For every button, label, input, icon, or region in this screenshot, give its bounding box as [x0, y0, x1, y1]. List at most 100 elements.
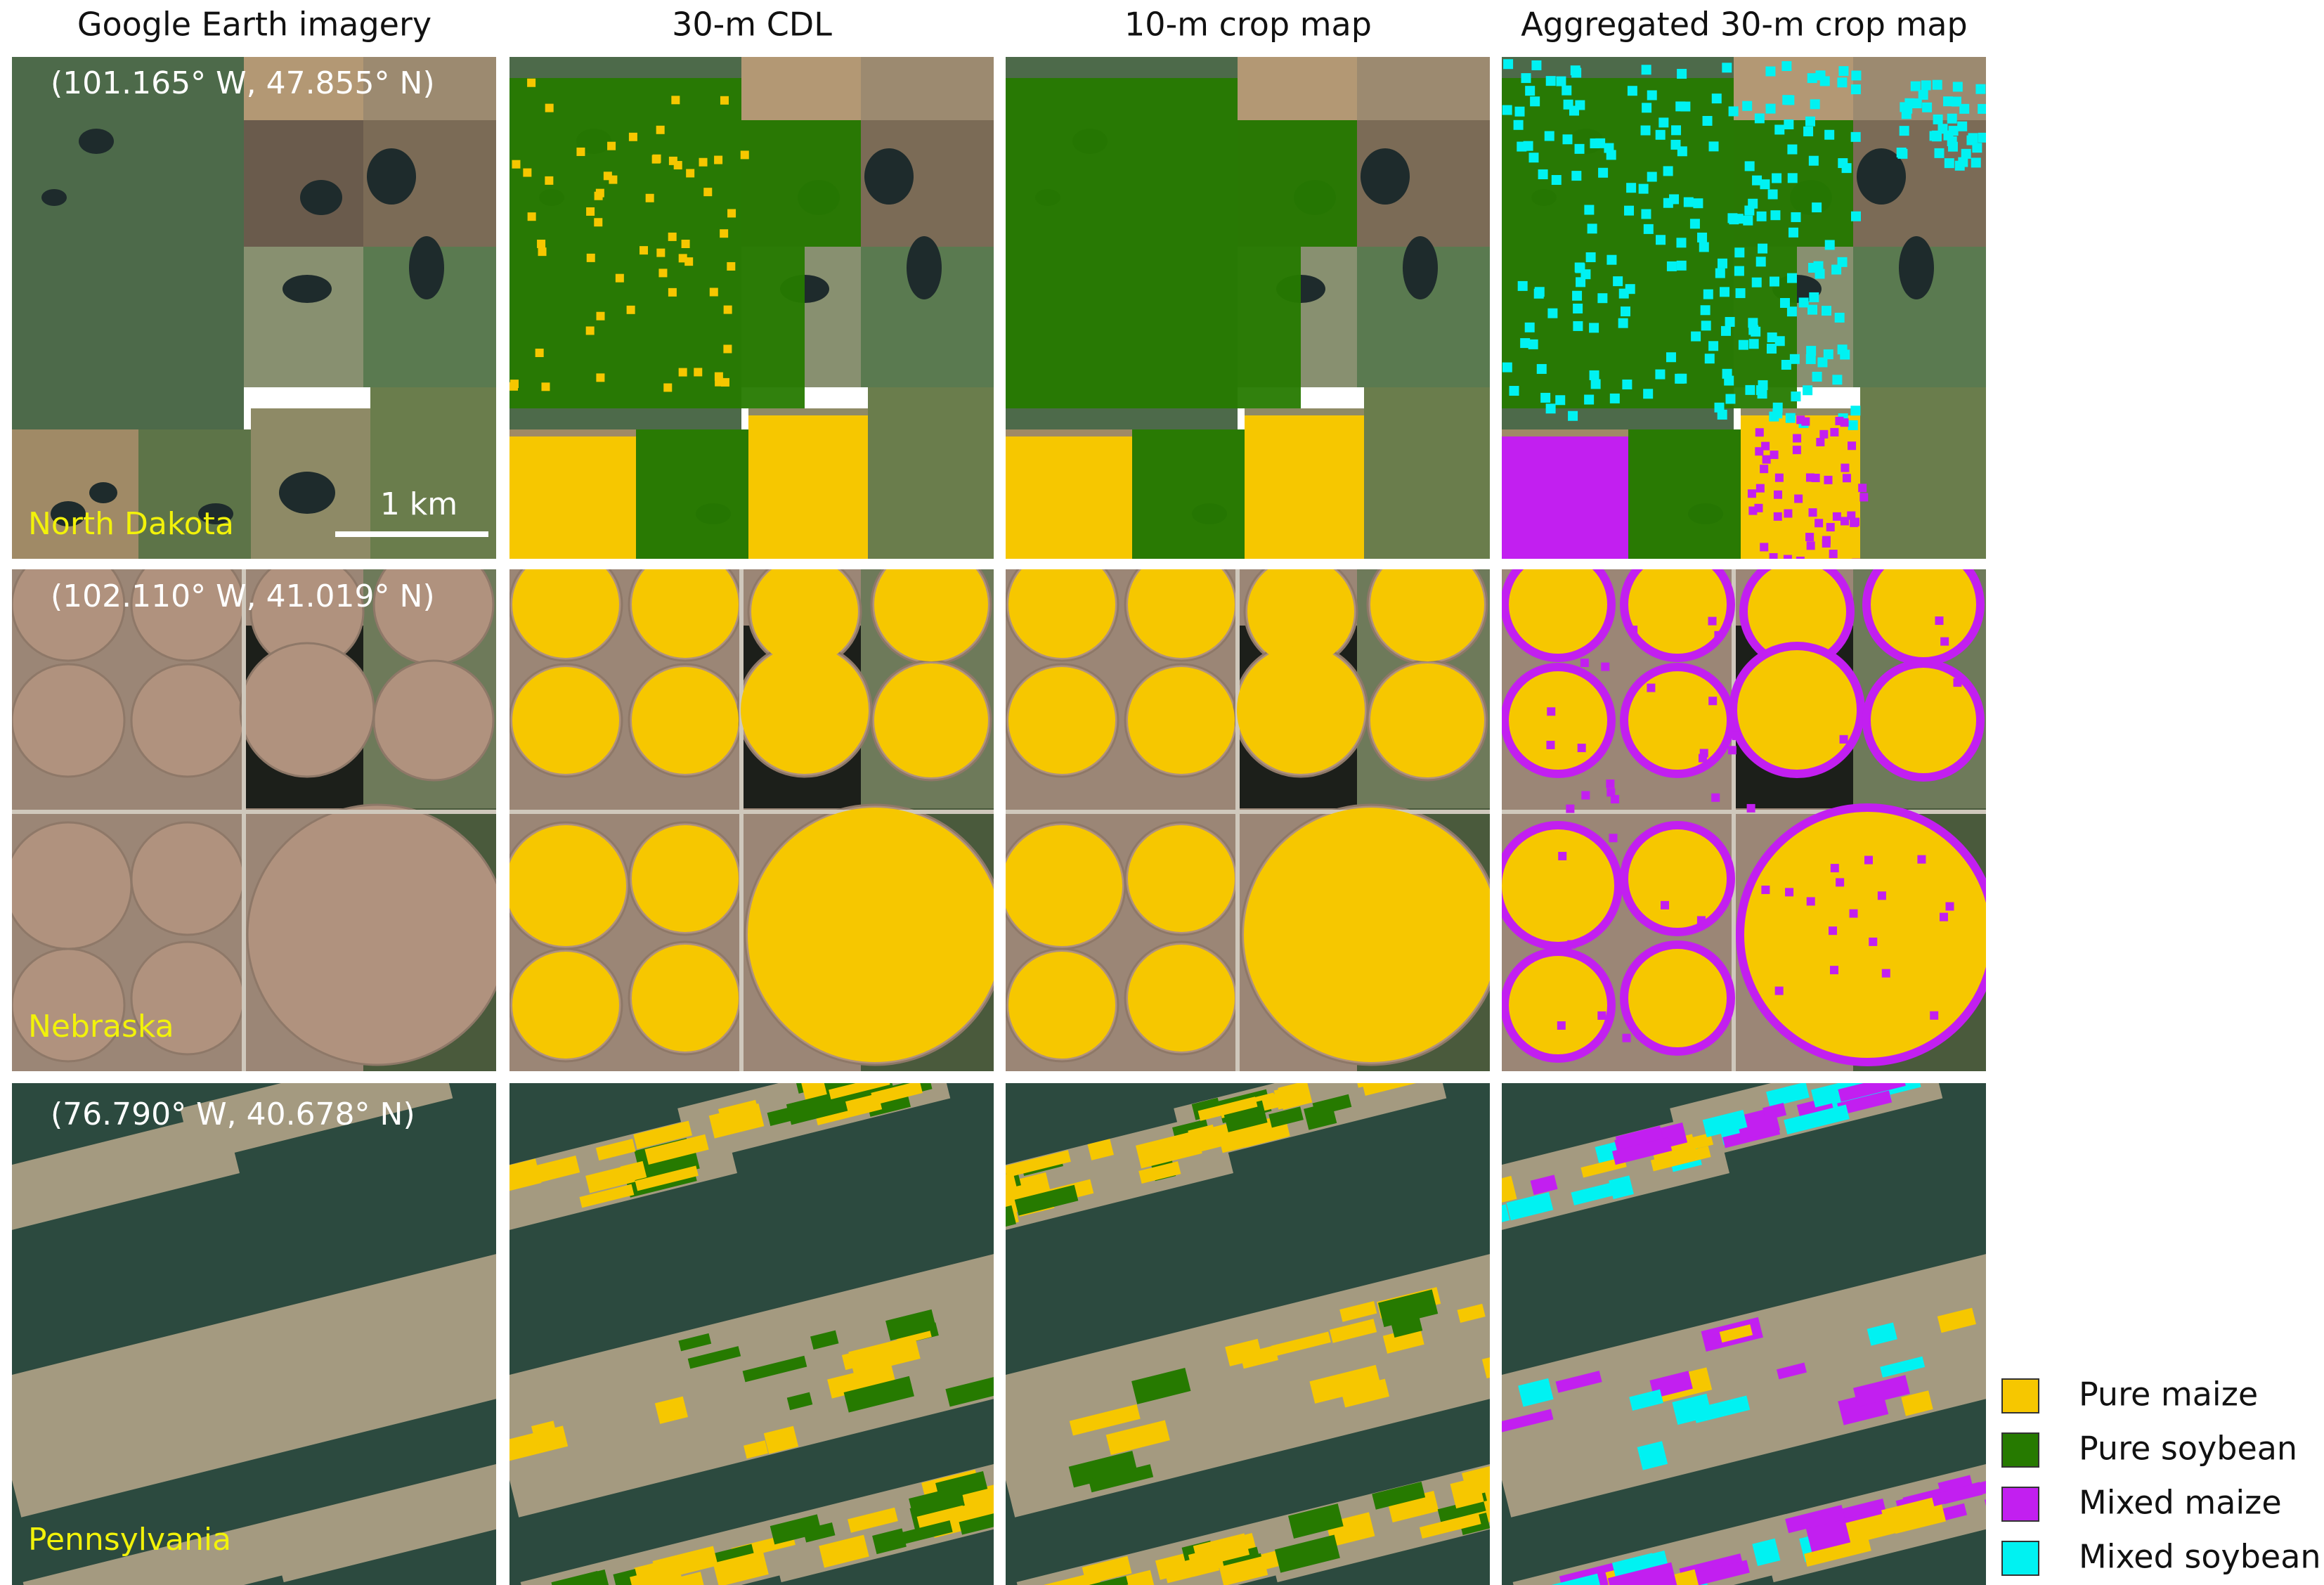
crop-patch: [1437, 1498, 1486, 1522]
pixel: [1823, 349, 1833, 360]
pixel: [1746, 803, 1755, 813]
pixel: [1627, 86, 1637, 96]
pixel: [1947, 141, 1958, 152]
pixel: [1547, 308, 1558, 318]
pixel: [652, 154, 661, 163]
pixel: [1848, 420, 1858, 430]
legend-label: Mixed soybean: [2079, 1538, 2321, 1576]
crop-area: [1502, 821, 1623, 950]
map-panel: [1006, 1083, 1490, 1585]
pixel: [1530, 96, 1540, 107]
field: [244, 57, 363, 120]
crop-patch: [1461, 1462, 1490, 1497]
pixel: [1848, 441, 1857, 451]
pixel: [1748, 325, 1759, 335]
pixel: [1521, 73, 1531, 84]
pixel: [1606, 254, 1617, 265]
pixel: [1781, 359, 1791, 370]
crop-patch: [871, 1083, 923, 1106]
pixel: [1774, 473, 1784, 482]
crop-patch: [1138, 1161, 1181, 1184]
pixel: [727, 261, 736, 271]
crop-patch: [1607, 1562, 1677, 1585]
crop-area: [632, 945, 739, 1052]
crop-area: [632, 825, 739, 932]
crop-area: [1620, 821, 1735, 936]
crop-patch: [1006, 1150, 1071, 1178]
pixel: [1727, 746, 1736, 755]
pond: [279, 472, 335, 514]
pixel: [1704, 354, 1715, 364]
pixel: [1677, 146, 1687, 157]
legend-label: Pure maize: [2079, 1376, 2258, 1413]
pixel: [1757, 389, 1767, 399]
field: [741, 57, 861, 120]
pixel: [1755, 428, 1764, 437]
crop-patch: [1555, 1371, 1602, 1393]
field: [138, 429, 251, 559]
pixel: [523, 168, 532, 177]
pixel: [1877, 891, 1886, 900]
crop-area: [1729, 642, 1865, 778]
crop-area: [1006, 825, 1122, 946]
pixel: [1610, 795, 1619, 804]
pixel: [1576, 277, 1586, 287]
pixel: [1546, 740, 1555, 749]
pixel: [1573, 303, 1583, 313]
pixel: [1929, 131, 1940, 141]
pixel: [1517, 141, 1527, 152]
pixel: [1809, 292, 1819, 302]
pixel: [1708, 141, 1719, 152]
pixel: [1598, 167, 1609, 178]
pixel: [1718, 258, 1728, 269]
pixel: [1691, 331, 1701, 342]
pixel: [1752, 175, 1763, 186]
pixel: [1751, 277, 1762, 287]
column-header: Google Earth imagery: [77, 6, 431, 44]
pixel: [1760, 465, 1769, 474]
pixel: [1841, 163, 1852, 174]
crop-patch: [652, 1546, 718, 1581]
pixel: [1819, 429, 1829, 439]
pixel: [628, 132, 637, 141]
pixel: [1556, 76, 1566, 86]
map-panel: [12, 1083, 496, 1585]
pixel: [1525, 86, 1536, 96]
map-panel: [1502, 57, 1986, 559]
pixel: [1589, 323, 1599, 333]
column-header: 10-m crop map: [1124, 6, 1372, 44]
field: [370, 387, 496, 559]
pixel: [1597, 1011, 1606, 1020]
crop-area: [1620, 940, 1735, 1056]
pond: [89, 482, 117, 503]
pixel: [1850, 211, 1861, 221]
pond: [864, 148, 914, 205]
crop-patch: [909, 1485, 965, 1518]
pixel: [1748, 198, 1758, 209]
pixel: [1850, 131, 1861, 142]
pixel: [596, 311, 605, 321]
pixel: [1767, 332, 1777, 343]
crop-area: [751, 569, 858, 665]
pixel: [703, 188, 713, 197]
crop-patch: [1219, 1555, 1268, 1585]
pixel: [1787, 144, 1798, 155]
pixel: [1769, 411, 1779, 422]
pixel: [715, 377, 724, 387]
crop-patch: [1188, 1124, 1216, 1142]
crop-patch: [1372, 1481, 1426, 1510]
pixel: [1574, 143, 1585, 154]
column-header: Aggregated 30-m crop map: [1521, 6, 1968, 44]
pixel: [1618, 318, 1628, 328]
crop-patch: [687, 1346, 741, 1369]
pixel: [1509, 386, 1519, 396]
crop-area: [1008, 569, 1115, 658]
crop-patch: [678, 1333, 712, 1352]
crop-patch: [1837, 1090, 1893, 1115]
crop-patch: [824, 1083, 892, 1096]
pixel: [658, 269, 668, 278]
crop-patch: [1087, 1139, 1114, 1160]
crop-patch: [1506, 1192, 1554, 1221]
crop-patch: [1530, 1175, 1558, 1196]
pivot-field: [12, 569, 126, 662]
